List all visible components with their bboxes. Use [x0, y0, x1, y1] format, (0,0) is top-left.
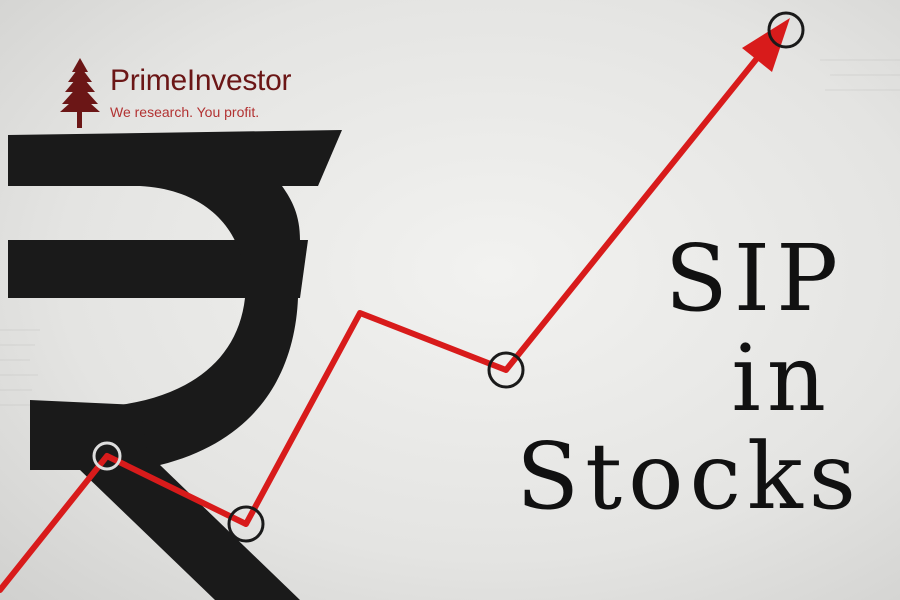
trend-points: [92, 11, 805, 543]
headline-line-1: SIP: [664, 225, 844, 332]
rupee-symbol: [8, 130, 342, 600]
headline-line-2: in: [731, 325, 832, 432]
headline-line-3: Stocks: [516, 423, 862, 530]
trend-line: [0, 18, 790, 593]
trend-point-1: [92, 441, 122, 471]
brand-logo[interactable]: PrimeInvestor We research. You profit.: [58, 58, 338, 130]
tree-icon: [60, 58, 100, 128]
brand-tagline: We research. You profit.: [110, 104, 260, 120]
trend-point-2: [227, 505, 265, 543]
trend-point-3: [487, 351, 525, 389]
brand-name: PrimeInvestor: [110, 64, 292, 97]
trend-line-path: [0, 33, 778, 593]
headline: SIP in Stocks: [452, 225, 862, 535]
newsprint-texture: [0, 59, 900, 406]
trend-point-4: [767, 11, 805, 49]
arrow-head-icon: [742, 18, 790, 72]
